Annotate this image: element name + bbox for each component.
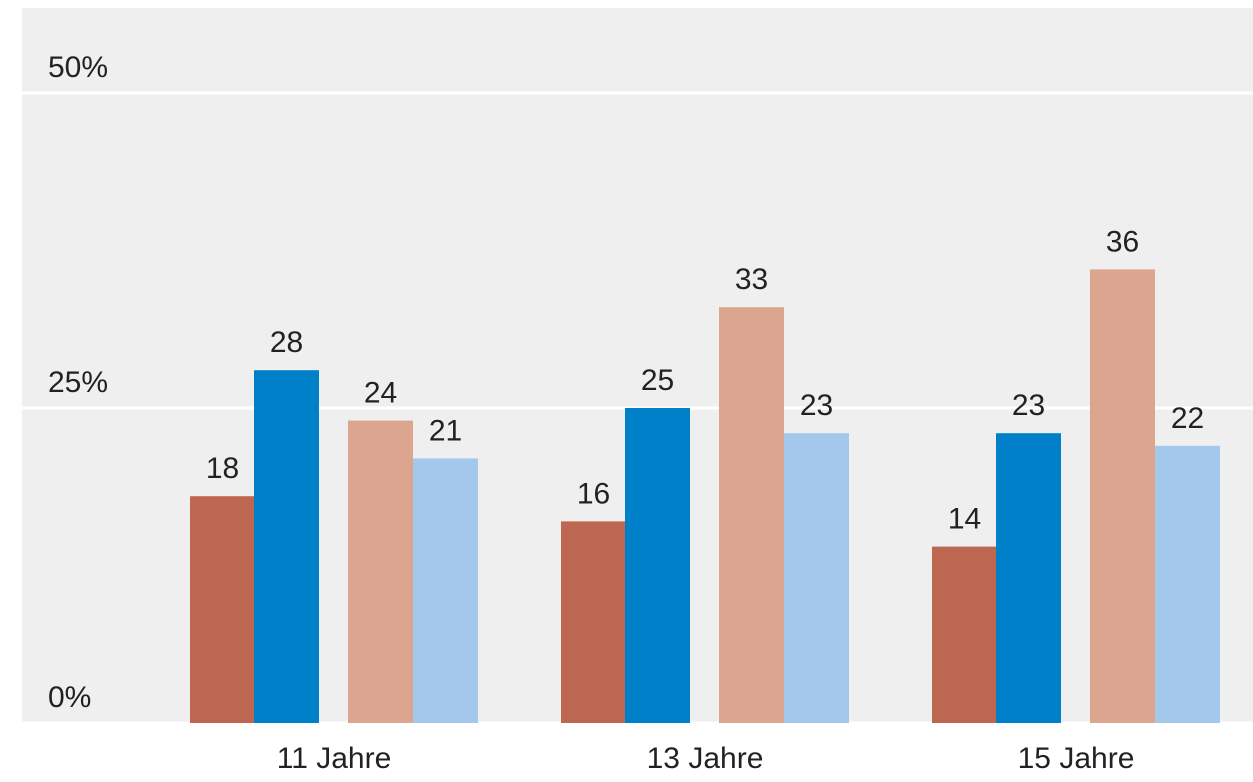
bar [784, 433, 849, 723]
bar [190, 496, 255, 723]
bar [254, 370, 319, 723]
value-label: 23 [800, 389, 833, 422]
value-label: 22 [1171, 402, 1204, 435]
value-label: 23 [1012, 389, 1045, 422]
value-label: 36 [1106, 225, 1139, 258]
value-label: 24 [364, 377, 397, 410]
x-tick-label: 15 Jahre [1018, 742, 1135, 775]
bar [561, 521, 626, 723]
value-label: 16 [577, 477, 610, 510]
bar [1155, 445, 1220, 723]
value-label: 14 [948, 503, 981, 536]
bar [719, 307, 784, 723]
bar [348, 420, 413, 723]
value-label: 21 [429, 414, 462, 447]
value-label: 25 [641, 364, 674, 397]
bar [932, 546, 997, 723]
value-label: 18 [206, 452, 239, 485]
bar [996, 433, 1061, 723]
bar [1090, 269, 1155, 723]
x-tick-label: 11 Jahre [277, 742, 392, 775]
bar [413, 458, 478, 723]
x-tick-label: 13 Jahre [647, 742, 764, 775]
bar [625, 408, 690, 723]
y-tick-label: 25% [48, 366, 108, 399]
value-label: 28 [270, 326, 303, 359]
value-label: 33 [735, 263, 768, 296]
y-tick-label: 50% [48, 51, 108, 84]
y-tick-label: 0% [48, 681, 91, 714]
